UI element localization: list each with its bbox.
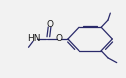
- Text: O: O: [46, 20, 53, 29]
- Text: HN: HN: [27, 34, 41, 44]
- Text: O: O: [55, 34, 62, 44]
